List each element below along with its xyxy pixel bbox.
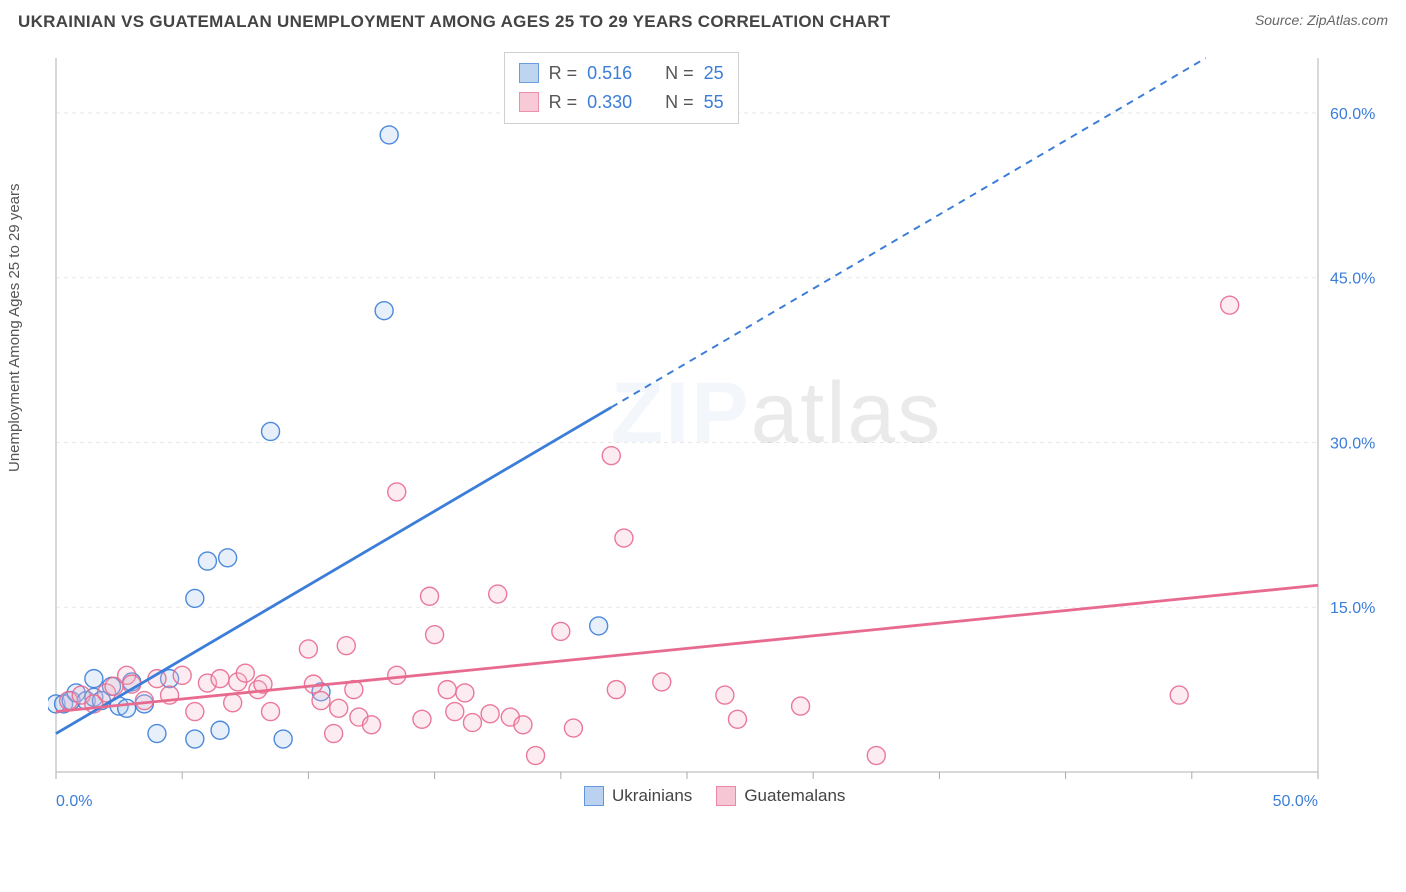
y-tick-label: 60.0% bbox=[1330, 106, 1375, 123]
data-point-guatemalans bbox=[224, 694, 242, 712]
data-point-guatemalans bbox=[602, 447, 620, 465]
n-label: N = bbox=[665, 88, 694, 117]
series-legend: Ukrainians Guatemalans bbox=[584, 786, 845, 806]
data-point-guatemalans bbox=[1221, 296, 1239, 314]
plot-svg: 15.0% 30.0% 45.0% 60.0% 0.0% 50.0% bbox=[48, 52, 1388, 832]
data-point-guatemalans bbox=[653, 673, 671, 691]
y-tick-label: 45.0% bbox=[1330, 271, 1375, 288]
stats-row-guatemalans: R = 0.330 N = 55 bbox=[519, 88, 724, 117]
data-point-ukrainians bbox=[262, 422, 280, 440]
data-point-ukrainians bbox=[198, 552, 216, 570]
legend-swatch-icon bbox=[716, 786, 736, 806]
data-point-ukrainians bbox=[118, 699, 136, 717]
legend-swatch-icon bbox=[519, 63, 539, 83]
data-point-guatemalans bbox=[388, 483, 406, 501]
data-point-guatemalans bbox=[262, 703, 280, 721]
n-value: 25 bbox=[704, 59, 724, 88]
data-point-guatemalans bbox=[552, 622, 570, 640]
r-label: R = bbox=[549, 88, 578, 117]
data-point-ukrainians bbox=[380, 126, 398, 144]
source-label: Source: ZipAtlas.com bbox=[1255, 12, 1388, 28]
data-point-guatemalans bbox=[426, 626, 444, 644]
data-point-guatemalans bbox=[325, 725, 343, 743]
data-point-guatemalans bbox=[211, 670, 229, 688]
data-point-guatemalans bbox=[728, 710, 746, 728]
trend-line-guatemalans bbox=[56, 585, 1318, 711]
data-point-guatemalans bbox=[186, 703, 204, 721]
data-point-guatemalans bbox=[299, 640, 317, 658]
r-label: R = bbox=[549, 59, 578, 88]
data-point-guatemalans bbox=[135, 692, 153, 710]
data-point-ukrainians bbox=[85, 670, 103, 688]
data-point-ukrainians bbox=[590, 617, 608, 635]
data-point-guatemalans bbox=[421, 587, 439, 605]
data-point-guatemalans bbox=[463, 714, 481, 732]
chart-container: Unemployment Among Ages 25 to 29 years 1… bbox=[0, 42, 1406, 892]
stats-row-ukrainians: R = 0.516 N = 25 bbox=[519, 59, 724, 88]
n-value: 55 bbox=[704, 88, 724, 117]
scatter-plot: 15.0%30.0%45.0%60.0%0.0%50.0% ZIPatlas R… bbox=[48, 52, 1388, 832]
data-point-guatemalans bbox=[173, 666, 191, 684]
data-point-guatemalans bbox=[236, 664, 254, 682]
data-point-guatemalans bbox=[716, 686, 734, 704]
legend-item-guatemalans: Guatemalans bbox=[716, 786, 845, 806]
legend-swatch-icon bbox=[584, 786, 604, 806]
data-point-ukrainians bbox=[219, 549, 237, 567]
r-value: 0.516 bbox=[587, 59, 647, 88]
data-point-ukrainians bbox=[148, 725, 166, 743]
data-point-guatemalans bbox=[312, 692, 330, 710]
data-point-ukrainians bbox=[375, 302, 393, 320]
data-point-ukrainians bbox=[274, 730, 292, 748]
data-point-ukrainians bbox=[186, 589, 204, 607]
data-point-ukrainians bbox=[211, 721, 229, 739]
legend-label: Ukrainians bbox=[612, 786, 692, 806]
data-point-guatemalans bbox=[1170, 686, 1188, 704]
data-point-guatemalans bbox=[456, 684, 474, 702]
data-point-guatemalans bbox=[607, 681, 625, 699]
legend-label: Guatemalans bbox=[744, 786, 845, 806]
y-tick-label: 15.0% bbox=[1330, 600, 1375, 617]
page-title: UKRAINIAN VS GUATEMALAN UNEMPLOYMENT AMO… bbox=[18, 12, 890, 32]
data-point-guatemalans bbox=[514, 716, 532, 734]
data-point-ukrainians bbox=[186, 730, 204, 748]
data-point-guatemalans bbox=[564, 719, 582, 737]
stats-legend-box: R = 0.516 N = 25 R = 0.330 N = 55 bbox=[504, 52, 739, 124]
data-point-guatemalans bbox=[330, 699, 348, 717]
r-value: 0.330 bbox=[587, 88, 647, 117]
data-point-guatemalans bbox=[615, 529, 633, 547]
data-point-guatemalans bbox=[446, 703, 464, 721]
legend-item-ukrainians: Ukrainians bbox=[584, 786, 692, 806]
data-point-guatemalans bbox=[413, 710, 431, 728]
x-tick-label: 50.0% bbox=[1273, 793, 1318, 810]
data-point-guatemalans bbox=[527, 747, 545, 765]
data-point-guatemalans bbox=[388, 666, 406, 684]
data-point-guatemalans bbox=[867, 747, 885, 765]
data-point-guatemalans bbox=[363, 716, 381, 734]
n-label: N = bbox=[665, 59, 694, 88]
data-point-guatemalans bbox=[481, 705, 499, 723]
data-point-guatemalans bbox=[489, 585, 507, 603]
data-point-guatemalans bbox=[438, 681, 456, 699]
legend-swatch-icon bbox=[519, 92, 539, 112]
y-axis-label: Unemployment Among Ages 25 to 29 years bbox=[6, 183, 23, 472]
x-tick-label: 0.0% bbox=[56, 793, 92, 810]
y-tick-label: 30.0% bbox=[1330, 435, 1375, 452]
data-point-guatemalans bbox=[337, 637, 355, 655]
data-point-guatemalans bbox=[792, 697, 810, 715]
